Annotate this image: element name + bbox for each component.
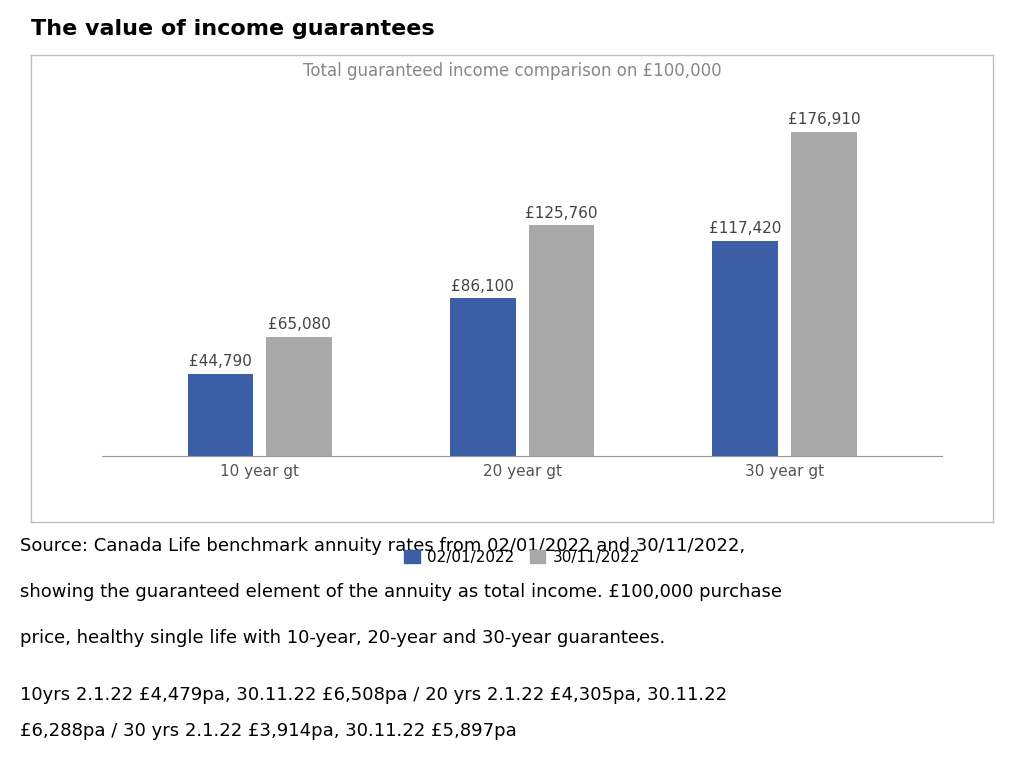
Text: £86,100: £86,100 [452,279,514,294]
Bar [451,298,516,456]
Text: The value of income guarantees: The value of income guarantees [31,19,434,40]
Text: £44,790: £44,790 [189,354,252,369]
Text: £125,760: £125,760 [525,206,598,221]
Text: £6,288pa / 30 yrs 2.1.22 £3,914pa, 30.11.22 £5,897pa: £6,288pa / 30 yrs 2.1.22 £3,914pa, 30.11… [20,721,517,740]
Bar [792,132,857,456]
Text: £117,420: £117,420 [709,221,781,236]
Text: Total guaranteed income comparison on £100,000: Total guaranteed income comparison on £1… [303,62,721,80]
Bar [528,225,594,456]
Bar [266,337,332,456]
Bar [187,374,253,456]
Text: 10yrs 2.1.22 £4,479pa, 30.11.22 £6,508pa / 20 yrs 2.1.22 £4,305pa, 30.11.22: 10yrs 2.1.22 £4,479pa, 30.11.22 £6,508pa… [20,686,727,703]
Text: showing the guaranteed element of the annuity as total income. £100,000 purchase: showing the guaranteed element of the an… [20,583,782,601]
Text: Source: Canada Life benchmark annuity rates from 02/01/2022 and 30/11/2022,: Source: Canada Life benchmark annuity ra… [20,538,745,555]
Bar [713,241,778,456]
Legend: 02/01/2022, 30/11/2022: 02/01/2022, 30/11/2022 [398,544,646,571]
Text: price, healthy single life with 10-year, 20-year and 30-year guarantees.: price, healthy single life with 10-year,… [20,629,666,647]
Text: £65,080: £65,080 [267,317,331,332]
Text: £176,910: £176,910 [787,112,860,127]
